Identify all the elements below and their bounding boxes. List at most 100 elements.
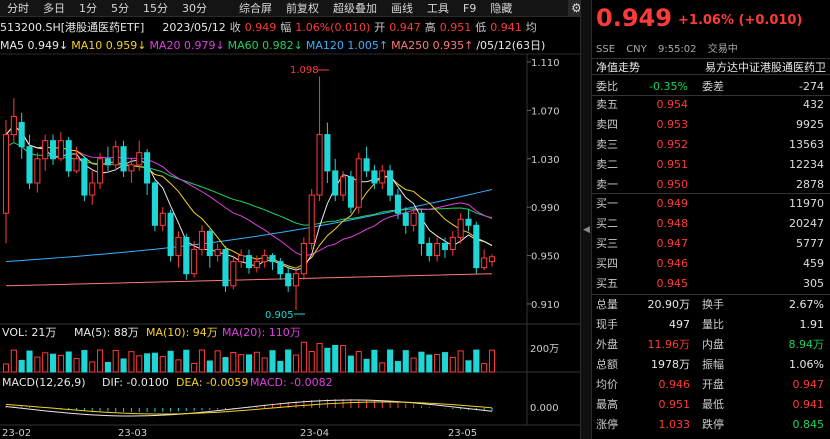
close-value: 0.949 xyxy=(244,20,277,34)
stat-value: 1978万 xyxy=(651,358,690,371)
candle-body xyxy=(277,261,284,275)
ask-row[interactable]: 卖一 0.950 2878 xyxy=(592,174,830,194)
volume-bar xyxy=(465,360,472,373)
nav-trend-link[interactable]: 净值走势 xyxy=(596,60,640,74)
forward-adjust-button[interactable]: 前复权 xyxy=(286,1,319,15)
volume-bar xyxy=(191,362,198,373)
candle-body xyxy=(191,249,198,275)
bid-row[interactable]: 买三 0.947 5777 xyxy=(592,233,830,253)
tab-5min[interactable]: 5分 xyxy=(111,1,129,15)
draw-line-button[interactable]: 画线 xyxy=(391,1,413,15)
volume-bar xyxy=(222,357,229,373)
ask-row[interactable]: 卖二 0.951 12234 xyxy=(592,154,830,174)
volume-bar xyxy=(277,360,284,373)
weibi-label: 委比 xyxy=(596,80,618,93)
volume-bar xyxy=(316,342,323,373)
volume-bar xyxy=(488,349,496,373)
candle-body xyxy=(49,140,57,160)
stat-label: 均价 xyxy=(596,378,618,391)
tab-30min[interactable]: 30分 xyxy=(182,1,207,15)
ask-level-label: 卖五 xyxy=(596,98,618,111)
volume-bar xyxy=(324,347,331,373)
kline-chart[interactable]: 1.110 1.070 1.030 0.990 0.950 0.910 1.098 0.9… xyxy=(0,0,580,439)
ask-row[interactable]: 卖五 0.954 432 xyxy=(592,94,830,114)
stat-label: 总额 xyxy=(596,358,618,371)
super-overlay-button[interactable]: 超级叠加 xyxy=(333,1,377,15)
candle-body xyxy=(410,212,417,226)
candle-body xyxy=(488,256,496,263)
ask-volume: 12234 xyxy=(789,157,824,171)
volume-bar xyxy=(65,351,72,373)
stat-value: 0.941 xyxy=(792,397,825,411)
volume-bar xyxy=(371,349,378,373)
vol-ma10: MA(10): 94万 xyxy=(146,326,218,339)
macd-title: MACD(12,26,9) xyxy=(2,376,86,389)
candle-body xyxy=(230,261,237,287)
ma120-label: MA120 1.005↑ xyxy=(305,38,389,52)
volume-bar xyxy=(340,345,347,373)
weicha-label: 委差 xyxy=(702,80,724,93)
candle-body xyxy=(316,134,323,196)
bid-row[interactable]: 买四 0.946 459 xyxy=(592,253,830,273)
tab-intraday[interactable]: 分时 xyxy=(7,1,29,15)
hide-button[interactable]: 隐藏 xyxy=(490,1,513,15)
volume-bar xyxy=(261,357,268,373)
volume-bar xyxy=(410,357,417,373)
tools-button[interactable]: 工具 xyxy=(427,1,449,15)
collapse-arrow-icon[interactable]: ◀ xyxy=(583,225,590,235)
bid-price: 0.946 xyxy=(656,256,689,270)
volume-bar xyxy=(473,349,480,373)
bid-volume: 305 xyxy=(803,276,824,290)
bid-volume: 5777 xyxy=(796,236,824,250)
ask-price: 0.951 xyxy=(656,157,689,171)
volume-bar xyxy=(394,361,401,373)
stat-row: 总量 20.90万 换手 2.67% xyxy=(592,294,830,314)
high-value: 0.951 xyxy=(439,20,472,34)
quote-date: 2023/05/12 xyxy=(162,20,226,34)
stat-value: 0.951 xyxy=(658,397,691,411)
volume-bar xyxy=(347,355,354,373)
volume-bar xyxy=(387,349,394,373)
ask-row[interactable]: 卖四 0.953 9925 xyxy=(592,114,830,134)
change-value: 1.06%(0.010) xyxy=(295,20,371,34)
stat-label: 跌停 xyxy=(702,418,724,431)
volume-bar xyxy=(457,350,464,373)
bid-volume: 20247 xyxy=(789,216,824,230)
candle-body xyxy=(57,140,64,160)
volume-bar xyxy=(292,354,300,373)
stat-value: 8.94万 xyxy=(788,338,825,351)
tab-multiday[interactable]: 多日 xyxy=(43,1,65,15)
stat-value: 1.91 xyxy=(799,317,825,331)
bid-price: 0.947 xyxy=(656,236,689,250)
bid-price: 0.948 xyxy=(656,216,689,230)
bid-row[interactable]: 买二 0.948 20247 xyxy=(592,213,830,233)
ask-row[interactable]: 卖三 0.952 13563 xyxy=(592,134,830,154)
volume-bar xyxy=(308,351,315,373)
panel-splitter[interactable]: ◀ xyxy=(580,0,592,439)
stat-row: 最高 0.951 最低 0.941 xyxy=(592,394,830,414)
candle-body xyxy=(167,212,174,257)
stat-value: 11.96万 xyxy=(647,338,691,351)
stat-label: 外盘 xyxy=(596,338,618,351)
f9-button[interactable]: F9 xyxy=(463,1,477,15)
tab-1min[interactable]: 1分 xyxy=(79,1,97,15)
candle-body xyxy=(42,140,49,160)
weicha-value: -274 xyxy=(799,79,824,93)
candle-body xyxy=(363,158,370,172)
bid-row[interactable]: 买五 0.945 305 xyxy=(592,273,830,293)
volume-bar xyxy=(363,358,370,373)
y-tick-label: 1.070 xyxy=(531,106,560,117)
bid-level-label: 买一 xyxy=(596,197,618,210)
volume-bar xyxy=(206,360,213,373)
stat-value: 1.033 xyxy=(658,417,691,431)
ask-price: 0.954 xyxy=(656,97,689,111)
volume-bar xyxy=(136,355,143,373)
composite-screen-button[interactable]: 综合屏 xyxy=(239,1,272,15)
tab-15min[interactable]: 15分 xyxy=(143,1,168,15)
bid-row[interactable]: 买一 0.949 11970 xyxy=(592,193,830,213)
volume-bar xyxy=(89,361,96,373)
candle-body xyxy=(371,170,378,184)
ask-volume: 9925 xyxy=(796,117,824,131)
volume-bar xyxy=(144,353,151,373)
candle-body xyxy=(387,170,394,196)
